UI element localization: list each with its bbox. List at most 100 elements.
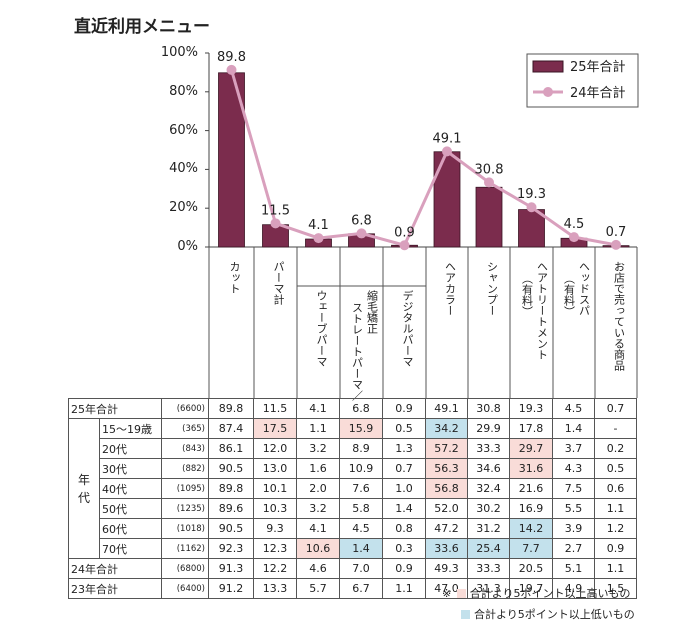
table-cell: 1.4 [552, 418, 595, 439]
table-cell: 2.0 [296, 478, 340, 499]
table-row: 40代 (1095) 89.8 10.1 2.0 7.6 1.0 56.8 32.4 21.6 7.… [69, 478, 637, 499]
table-cell: 1.0 [382, 478, 426, 499]
table-row: 20代 (843) 86.1 12.0 3.2 8.9 1.3 57.2 33.3 29.7 3.7… [69, 438, 637, 459]
category-label: お店で売っている商品 [612, 261, 626, 371]
row-sample-size: (1095) [161, 478, 209, 499]
category-label: デジタルパーマ [401, 290, 414, 367]
note-high: ※ 合計より5ポイント以上高いもの [442, 585, 631, 601]
line-point [399, 240, 410, 251]
table-cell: 33.3 [467, 558, 510, 579]
row-label: 25年合計 [68, 398, 162, 419]
table-row: 30代 (882) 90.5 13.0 1.6 10.9 0.7 56.3 34.6 31.6 4.… [69, 458, 637, 479]
line-point [356, 228, 367, 239]
y-tick-label: 100% [160, 45, 198, 60]
table-cell: 10.3 [253, 498, 297, 519]
table-cell: 89.8 [208, 398, 254, 419]
data-label: 6.8 [351, 213, 372, 228]
row-sample-size: (843) [161, 438, 209, 459]
table-cell: 0.6 [594, 478, 637, 499]
table-cell: 11.5 [253, 398, 297, 419]
table-cell: 2.7 [552, 538, 595, 559]
category-label: ヘッドスパ [577, 261, 591, 316]
table-row: 年代 15～19歳 (365) 87.4 17.5 1.1 15.9 0.5 34.2 29.9 1… [68, 418, 637, 559]
table-cell: 7.6 [339, 478, 383, 499]
low-swatch [461, 610, 470, 619]
table-cell: 3.2 [296, 438, 340, 459]
table-row: 23年合計 (6400) 91.2 13.3 5.7 6.7 1.1 47.0 31.3 19.7… [68, 578, 637, 599]
high-swatch [456, 589, 466, 598]
table-cell: 10.6 [296, 538, 340, 559]
row-label: 70代 [99, 538, 162, 559]
table-cell: 7.7 [509, 538, 553, 559]
line-point [526, 202, 537, 213]
table-cell: 34.6 [467, 458, 510, 479]
table-cell: 47.2 [425, 518, 468, 539]
data-label: 4.5 [564, 217, 585, 232]
line-point [611, 239, 621, 250]
table-cell: 19.3 [509, 398, 553, 419]
table-cell: 1.3 [382, 438, 426, 459]
y-tick-label: 40% [169, 161, 198, 177]
note-low-text: 合計より5ポイント以上低いもの [474, 608, 635, 621]
table-cell: 56.8 [425, 478, 468, 499]
row-sample-size: (882) [161, 458, 209, 479]
table-cell: 31.6 [509, 458, 553, 479]
table-cell: 14.2 [509, 518, 553, 539]
table-cell: 0.5 [382, 418, 426, 439]
table-cell: 20.5 [509, 558, 553, 579]
data-label: 0.7 [606, 225, 627, 240]
table-row: 24年合計 (6800) 91.3 12.2 4.6 7.0 0.9 49.3 33.3 20.5… [68, 558, 637, 579]
table-cell: 6.7 [339, 578, 383, 599]
table-cell: 91.3 [208, 558, 254, 579]
table-cell: 33.3 [467, 438, 510, 459]
table-cell: 3.9 [552, 518, 595, 539]
row-label: 40代 [99, 478, 162, 499]
y-tick-label: 0% [177, 239, 198, 254]
group-label: 年代 [68, 418, 100, 559]
line-series-24 [230, 69, 617, 248]
table-cell: 17.8 [509, 418, 553, 439]
table-cell: 3.7 [552, 438, 595, 459]
legend-label-25: 25年合計 [570, 59, 626, 75]
table-cell: 8.9 [339, 438, 383, 459]
table-cell: 1.1 [594, 498, 637, 519]
note-low: 合計より5ポイント以上低いもの [459, 606, 635, 622]
table-cell: 30.8 [467, 398, 510, 419]
table-cell: 32.4 [467, 478, 510, 499]
table-cell: 9.3 [253, 518, 297, 539]
table-row: 50代 (1235) 89.6 10.3 3.2 5.8 1.4 52.0 30.2 16.9 5.… [69, 498, 637, 519]
table-cell: 0.7 [594, 398, 637, 419]
table-cell: 0.9 [382, 398, 426, 419]
table-cell: 6.8 [339, 398, 383, 419]
table-cell: 12.0 [253, 438, 297, 459]
table-cell: 56.3 [425, 458, 468, 479]
data-label: 4.1 [308, 218, 329, 233]
category-label: 縮毛矯正 [365, 290, 379, 334]
line-point [270, 218, 281, 229]
bar-line-chart: 89.8 11.5 4.1 6.8 0.9 49.1 30.8 19.3 4.5 0.7 25年合計… [205, 50, 639, 398]
line-point [226, 64, 237, 75]
table-cell: 10.1 [253, 478, 297, 499]
row-label: 15～19歳 [99, 418, 162, 439]
table-cell: 0.8 [382, 518, 426, 539]
data-label: 11.5 [261, 203, 290, 218]
table-cell: 31.2 [467, 518, 510, 539]
row-sample-size: (365) [161, 418, 209, 439]
row-sample-size: (6800) [161, 558, 209, 579]
table-cell: 49.1 [425, 398, 468, 419]
table-cell: 4.6 [296, 558, 340, 579]
table-cell: 7.0 [339, 558, 383, 579]
table-cell: 1.2 [594, 518, 637, 539]
row-label: 50代 [99, 498, 162, 519]
table-cell: 16.9 [509, 498, 553, 519]
row-label: 20代 [99, 438, 162, 459]
table-cell: 89.8 [208, 478, 254, 499]
table-cell: 89.6 [208, 498, 254, 519]
table-cell: 7.5 [552, 478, 595, 499]
category-label: パーマ計 [272, 261, 285, 305]
table-cell: 31.3 [467, 578, 510, 599]
line-point [569, 232, 579, 243]
line-point [484, 177, 494, 188]
table-cell: 52.0 [425, 498, 468, 519]
table-cell: 90.5 [208, 518, 254, 539]
